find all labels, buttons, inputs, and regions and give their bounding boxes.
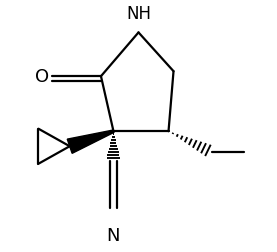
Text: NH: NH <box>126 5 151 23</box>
Text: O: O <box>35 68 49 86</box>
Polygon shape <box>67 131 114 154</box>
Text: N: N <box>107 226 120 244</box>
